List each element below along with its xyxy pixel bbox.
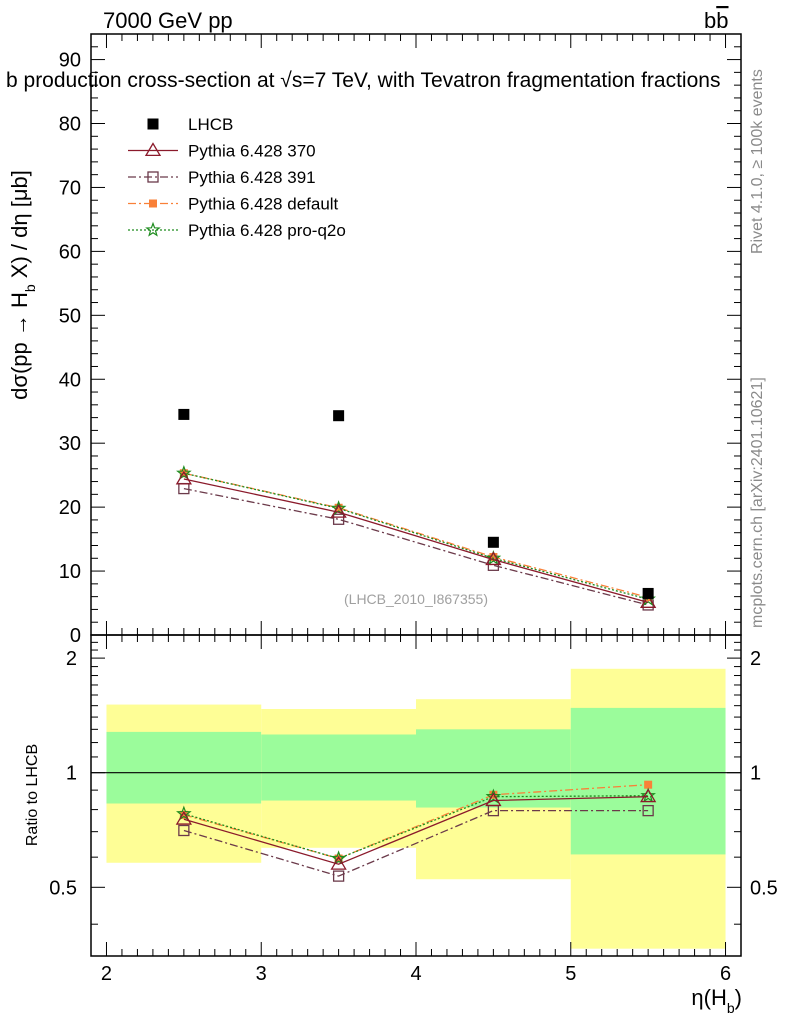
ratio-band-inner xyxy=(261,734,416,801)
ratio-point-p391 xyxy=(178,824,190,837)
ratio-point-p391 xyxy=(332,870,345,882)
ratio-point-p370 xyxy=(175,810,192,825)
data-point-pdef xyxy=(334,503,343,512)
ratio-point-pq2o xyxy=(640,787,656,803)
ratio-line-p370 xyxy=(183,796,649,865)
legend-marker-pdef xyxy=(149,199,157,208)
legend-item-p391: Pythia 6.428 391 xyxy=(128,168,316,187)
series-line-pdef xyxy=(183,472,649,598)
y-tick-label: 60 xyxy=(59,241,81,263)
y-tick-label: 0 xyxy=(70,625,81,647)
series-line-p391 xyxy=(183,487,649,606)
ratio-point-p391 xyxy=(642,804,654,817)
data-point-lhcb xyxy=(178,408,190,420)
ratio-y-tick-label: 1 xyxy=(66,763,77,785)
main-series-group xyxy=(175,408,657,611)
y-tick-label: 50 xyxy=(59,305,81,327)
ratio-series-pq2o xyxy=(176,787,656,866)
data-point-lhcb xyxy=(333,410,345,422)
header-process-label: 7000 GeV pp xyxy=(103,8,233,33)
y-tick-label: 20 xyxy=(59,497,81,519)
rivet-version-label: Rivet 4.1.0, ≥ 100k events xyxy=(749,69,766,254)
data-point-p391 xyxy=(332,513,345,525)
series-line-p370 xyxy=(183,478,649,604)
main-y-axis-label: dσ(pp → Hb X) / dη [μb] xyxy=(7,170,38,400)
y-tick-label: 40 xyxy=(59,369,81,391)
legend-marker-lhcb xyxy=(147,118,159,130)
data-point-p370 xyxy=(485,551,502,566)
series-lhcb xyxy=(178,408,654,599)
x-tick-label: 6 xyxy=(720,963,731,985)
ratio-point-p370 xyxy=(330,855,347,870)
legend-marker-p370 xyxy=(144,142,162,157)
legend: LHCB Pythia 6.428 370 Pythia 6.428 391 Pyth… xyxy=(128,115,346,240)
ratio-series-group xyxy=(175,780,657,882)
legend-item-pq2o: Pythia 6.428 pro-q2o xyxy=(128,221,346,240)
ratio-y-tick-label: 1 xyxy=(750,763,761,785)
data-point-pq2o xyxy=(485,550,502,565)
data-point-p370 xyxy=(330,503,347,518)
mcplots-credit-label: mcplots.cern.ch [arXiv:2401.10621] xyxy=(749,377,766,628)
ratio-uncertainty-bands xyxy=(106,668,726,949)
data-point-p370 xyxy=(175,470,192,485)
y-tick-label: 30 xyxy=(59,433,81,455)
legend-label-pdef: Pythia 6.428 default xyxy=(188,195,339,214)
header-channel-label: bb xyxy=(704,8,729,33)
data-point-lhcb xyxy=(642,587,654,599)
plot-title: b production cross-section at √s=7 TeV, … xyxy=(6,69,720,92)
data-point-pdef xyxy=(489,552,498,561)
x-tick-label: 3 xyxy=(256,963,267,985)
ratio-line-pq2o xyxy=(183,795,649,860)
x-tick-label: 5 xyxy=(565,963,576,985)
ratio-y-tick-label: 0.5 xyxy=(750,877,778,899)
data-point-pq2o xyxy=(330,500,347,516)
ratio-y-tick-label: 0.5 xyxy=(49,877,77,899)
legend-marker-p391 xyxy=(147,171,159,183)
legend-item-lhcb: LHCB xyxy=(147,115,233,134)
y-tick-label: 80 xyxy=(59,114,81,136)
ratio-point-p370 xyxy=(485,792,502,807)
legend-item-p370: Pythia 6.428 370 xyxy=(128,142,316,161)
legend-label-lhcb: LHCB xyxy=(188,115,233,134)
legend-label-p391: Pythia 6.428 391 xyxy=(188,168,316,187)
legend-item-pdef: Pythia 6.428 default xyxy=(128,195,339,214)
ratio-point-p370 xyxy=(640,788,657,803)
ratio-point-pq2o xyxy=(176,805,192,821)
ratio-point-pq2o xyxy=(485,788,502,804)
x-tick-label: 2 xyxy=(101,963,112,985)
ratio-point-pq2o xyxy=(330,850,347,866)
data-point-lhcb xyxy=(487,536,499,548)
legend-label-pq2o: Pythia 6.428 pro-q2o xyxy=(188,221,346,240)
y-tick-label: 10 xyxy=(59,561,81,583)
data-point-p370 xyxy=(640,594,657,608)
y-tick-label: 70 xyxy=(59,177,81,199)
data-point-p391 xyxy=(178,482,190,495)
legend-label-p370: Pythia 6.428 370 xyxy=(188,142,316,161)
ratio-y-tick-label: 2 xyxy=(750,648,761,670)
ratio-y-tick-label: 2 xyxy=(66,648,77,670)
ratio-line-p391 xyxy=(183,809,649,877)
series-p370 xyxy=(175,470,657,608)
ratio-point-pdef xyxy=(644,780,653,789)
ratio-point-pdef xyxy=(179,810,188,819)
ratio-y-axis-label: Ratio to LHCB xyxy=(24,744,41,846)
y-tick-label: 90 xyxy=(59,50,81,72)
analysis-watermark: (LHCB_2010_I867355) xyxy=(344,591,488,607)
series-line-pq2o xyxy=(183,472,649,600)
ratio-band-inner xyxy=(106,731,262,804)
x-tick-label: 4 xyxy=(410,963,421,985)
data-point-pq2o xyxy=(176,464,192,480)
legend-marker-pq2o xyxy=(145,221,161,237)
ratio-series-p370 xyxy=(175,788,657,870)
x-axis-label: η(Hb) xyxy=(691,985,742,1016)
